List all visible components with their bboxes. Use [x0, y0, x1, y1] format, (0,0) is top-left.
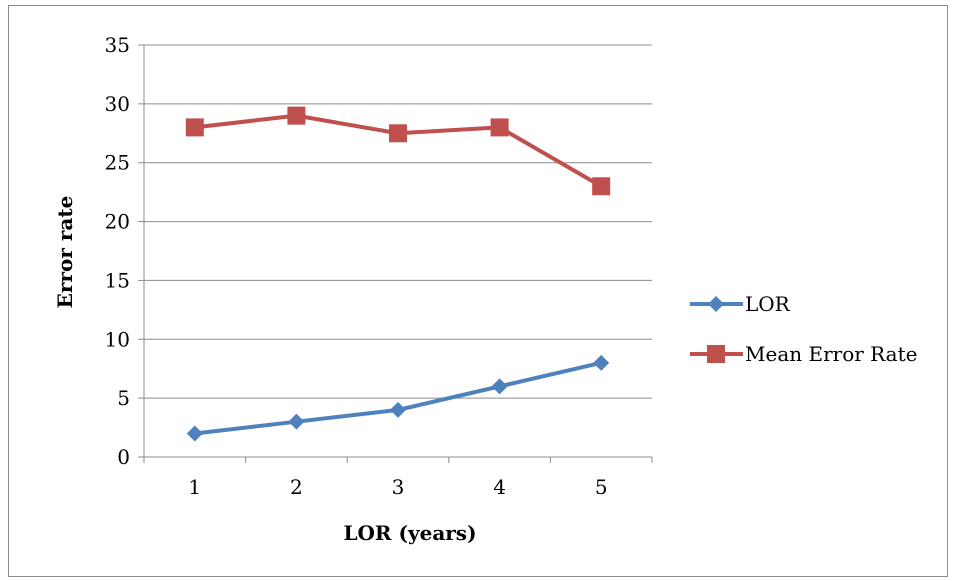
y-tick-label: 5 [117, 386, 130, 410]
data-point [186, 425, 203, 442]
legend-item: LOR [690, 292, 791, 316]
data-point [592, 177, 611, 196]
x-tick-label: 5 [595, 475, 608, 499]
data-point [490, 118, 509, 137]
data-point [389, 124, 407, 143]
series-1 [186, 354, 610, 442]
x-tick-labels: 1 2 3 4 5 [188, 475, 607, 499]
legend-item: Mean Error Rate [690, 342, 917, 366]
legend-marker [707, 345, 725, 363]
data-point [185, 118, 204, 137]
x-tick-label: 1 [188, 475, 201, 499]
y-tick-label: 0 [117, 445, 130, 469]
data-point [491, 378, 508, 395]
data-point [593, 354, 610, 371]
y-tick-label: 30 [105, 92, 130, 116]
series-layer [185, 106, 611, 442]
data-point [287, 106, 306, 125]
series-2 [185, 106, 611, 196]
y-tick-label: 10 [105, 327, 130, 351]
y-tick-labels: 0 5 10 15 20 25 30 35 [105, 33, 130, 469]
y-tick-label: 15 [105, 268, 130, 292]
legend: LOR Mean Error Rate [690, 292, 917, 366]
chart-frame [8, 5, 948, 577]
gridlines [138, 44, 653, 463]
legend-marker [708, 296, 724, 312]
x-tick-label: 3 [392, 475, 405, 499]
x-tick-label: 2 [290, 475, 303, 499]
legend-label: Mean Error Rate [745, 342, 917, 366]
x-axis-title: LOR (years) [343, 521, 476, 545]
data-point [390, 401, 406, 418]
data-point [288, 413, 305, 430]
legend-label: LOR [745, 292, 791, 316]
y-tick-label: 25 [105, 151, 130, 175]
y-tick-label: 35 [105, 33, 130, 57]
x-tick-label: 4 [493, 475, 506, 499]
y-axis-title: Error rate [53, 196, 77, 309]
y-tick-label: 20 [105, 210, 130, 234]
